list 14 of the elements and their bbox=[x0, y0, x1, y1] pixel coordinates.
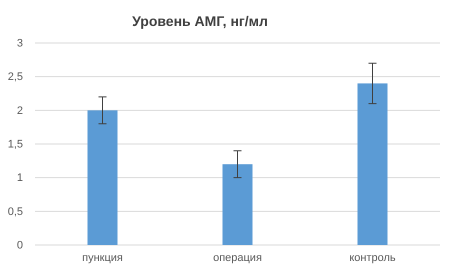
y-tick-label: 0 bbox=[16, 240, 23, 252]
bar bbox=[222, 164, 252, 245]
y-tick-label: 2 bbox=[16, 104, 23, 117]
y-tick-label: 1 bbox=[16, 172, 23, 184]
bar bbox=[358, 83, 388, 245]
x-tick-label: контроль bbox=[349, 252, 396, 264]
chart-title: Уровень АМГ, нг/мл bbox=[132, 13, 268, 29]
x-tick-label: пункция bbox=[82, 252, 123, 264]
y-tick-label: 0,5 bbox=[8, 206, 23, 218]
y-tick-label: 1,5 bbox=[8, 138, 23, 151]
y-tick-label: 2,5 bbox=[8, 71, 23, 84]
x-tick-label: операция bbox=[213, 252, 262, 264]
y-tick-label: 3 bbox=[16, 38, 23, 50]
bar bbox=[88, 110, 118, 245]
